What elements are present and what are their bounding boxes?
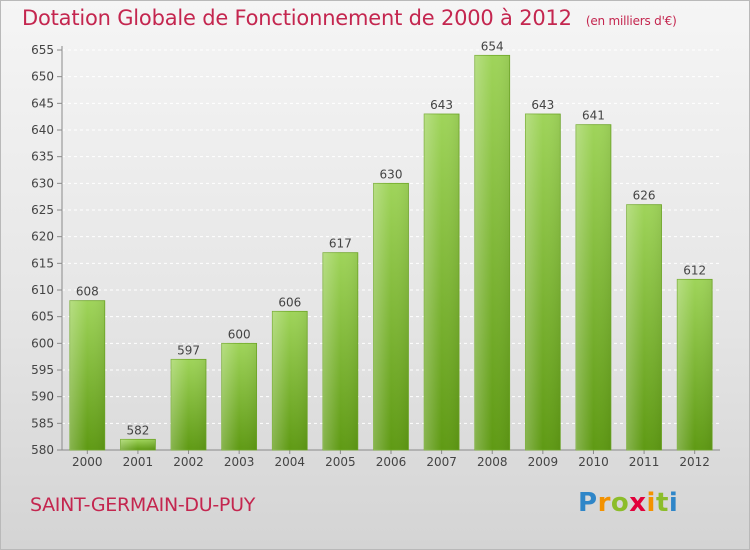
- bar-highlight: [677, 279, 713, 450]
- bars: [69, 54, 713, 451]
- bar-highlight: [120, 439, 156, 450]
- chart-title: Dotation Globale de Fonctionnement de 20…: [22, 6, 677, 30]
- y-tick-label: 595: [31, 363, 54, 377]
- logo-letter: t: [655, 488, 669, 518]
- x-tick-labels: 2000 2001 2002 2003 2004 2005 2006 2007 2008 2009…: [72, 455, 710, 469]
- x-tick-label: 2004: [274, 455, 305, 469]
- y-tick-label: 580: [31, 443, 54, 457]
- bar-highlight: [69, 300, 105, 450]
- chart-title-text: Dotation Globale de Fonctionnement de 20…: [22, 6, 572, 30]
- bar-highlight: [474, 55, 510, 450]
- data-label: 626: [633, 189, 656, 203]
- x-tick-label: 2002: [173, 455, 204, 469]
- x-tick-label: 2009: [528, 455, 559, 469]
- bar-highlight: [424, 114, 460, 450]
- bar-highlight: [525, 114, 561, 450]
- x-tick-label: 2012: [679, 455, 710, 469]
- bar-highlight: [221, 343, 257, 450]
- y-tick-label: 615: [31, 256, 54, 270]
- y-tick-label: 605: [31, 310, 54, 324]
- y-tick-label: 630: [31, 176, 54, 190]
- y-tick-label: 620: [31, 230, 54, 244]
- data-label: 612: [683, 263, 706, 277]
- y-tick-label: 655: [31, 43, 54, 57]
- bar-highlight: [171, 359, 207, 450]
- data-label: 600: [228, 327, 251, 341]
- x-tick-label: 2010: [578, 455, 609, 469]
- bar-highlight: [575, 124, 611, 451]
- y-tick-label: 590: [31, 390, 54, 404]
- y-tick-label: 640: [31, 123, 54, 137]
- y-tick-label: 585: [31, 416, 54, 430]
- x-tick-label: 2006: [376, 455, 407, 469]
- data-label: 582: [126, 423, 149, 437]
- y-tick-label: 625: [31, 203, 54, 217]
- data-label: 643: [430, 98, 453, 112]
- data-label: 641: [582, 109, 605, 123]
- x-tick-label: 2007: [426, 455, 457, 469]
- x-tick-label: 2003: [224, 455, 255, 469]
- data-label: 608: [76, 285, 99, 299]
- logo-letter: P: [578, 488, 598, 518]
- logo-letter: r: [597, 488, 611, 518]
- commune-name: SAINT-GERMAIN-DU-PUY: [30, 494, 255, 516]
- logo-letter: i: [668, 488, 679, 518]
- proxiti-logo: Proxiti: [578, 488, 678, 518]
- data-label: 597: [177, 343, 200, 357]
- x-tick-label: 2011: [629, 455, 660, 469]
- y-tick-label: 635: [31, 150, 54, 164]
- data-label: 643: [531, 98, 554, 112]
- x-tick-label: 2001: [123, 455, 154, 469]
- y-tick-label: 600: [31, 336, 54, 350]
- y-tick-label: 650: [31, 70, 54, 84]
- unit-label: (en milliers d'€): [585, 14, 677, 28]
- bar-highlight: [272, 311, 308, 450]
- data-labels: 608 582 597 600 606 617 630 643 654 643 641 626 612: [76, 39, 706, 437]
- y-tick-label: 645: [31, 96, 54, 110]
- logo-letter: o: [610, 488, 630, 518]
- x-tick-label: 2000: [72, 455, 103, 469]
- x-tick-label: 2008: [477, 455, 508, 469]
- y-tick-label: 610: [31, 283, 54, 297]
- data-label: 654: [481, 39, 504, 53]
- x-tick-label: 2005: [325, 455, 356, 469]
- y-tick-labels: 580 585 590 595 600 605 610 615 620 625 630 635 640 6…: [31, 43, 54, 457]
- data-label: 617: [329, 237, 352, 251]
- bar-highlight: [626, 204, 662, 450]
- data-label: 606: [278, 295, 301, 309]
- data-label: 630: [380, 167, 403, 181]
- bar-highlight: [373, 183, 409, 451]
- bar-highlight: [322, 252, 358, 450]
- logo-letter: x: [629, 488, 647, 518]
- logo-letter: i: [646, 488, 656, 518]
